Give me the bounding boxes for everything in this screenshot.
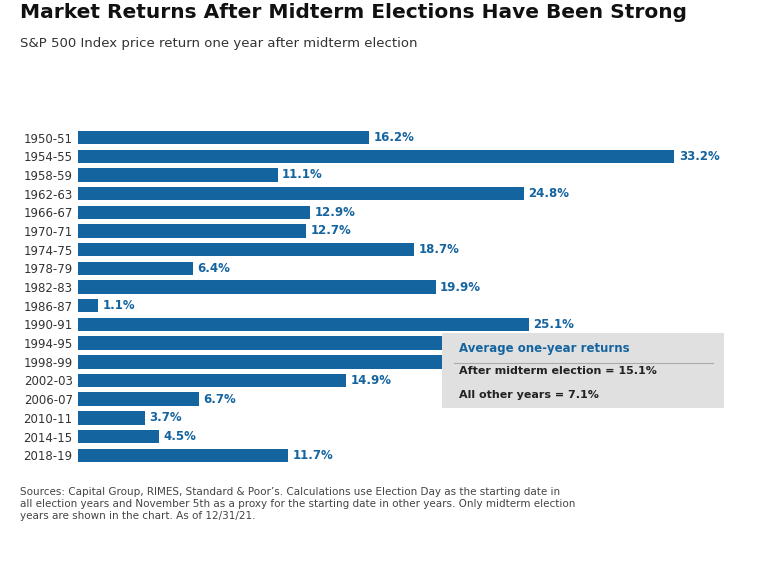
Bar bbox=[78, 131, 370, 144]
Bar bbox=[78, 168, 278, 182]
Text: 12.7%: 12.7% bbox=[311, 225, 352, 238]
Text: 24.8%: 24.8% bbox=[528, 187, 569, 200]
Text: 25.1%: 25.1% bbox=[533, 318, 575, 331]
Text: 4.5%: 4.5% bbox=[164, 430, 197, 443]
Bar bbox=[78, 449, 288, 462]
Bar bbox=[78, 374, 346, 387]
Bar bbox=[78, 187, 524, 200]
Text: 11.1%: 11.1% bbox=[282, 168, 323, 181]
Text: 12.9%: 12.9% bbox=[315, 206, 355, 219]
Text: S&P 500 Index price return one year after midterm election: S&P 500 Index price return one year afte… bbox=[20, 37, 417, 50]
Text: Average one-year returns: Average one-year returns bbox=[460, 343, 630, 355]
Bar bbox=[78, 224, 306, 238]
Text: 6.7%: 6.7% bbox=[203, 393, 236, 406]
Bar bbox=[78, 149, 674, 163]
Text: All other years = 7.1%: All other years = 7.1% bbox=[460, 390, 599, 400]
Bar bbox=[78, 411, 145, 425]
Text: 1.1%: 1.1% bbox=[103, 299, 135, 312]
Text: After midterm election = 15.1%: After midterm election = 15.1% bbox=[460, 366, 657, 376]
Bar bbox=[78, 243, 414, 256]
Text: 14.9%: 14.9% bbox=[350, 374, 392, 387]
Text: 19.9%: 19.9% bbox=[440, 280, 481, 294]
Text: 16.2%: 16.2% bbox=[373, 131, 414, 144]
Bar bbox=[78, 317, 529, 331]
Bar bbox=[78, 262, 193, 275]
Bar bbox=[78, 206, 310, 219]
Bar bbox=[78, 299, 98, 312]
Text: 22.0%: 22.0% bbox=[478, 355, 518, 368]
Bar bbox=[78, 336, 565, 350]
Text: Sources: Capital Group, RIMES, Standard & Poor’s. Calculations use Election Day : Sources: Capital Group, RIMES, Standard … bbox=[20, 487, 575, 520]
Text: 11.7%: 11.7% bbox=[293, 449, 334, 462]
Text: 27.1%: 27.1% bbox=[569, 337, 610, 349]
Text: 33.2%: 33.2% bbox=[679, 150, 720, 163]
Text: 6.4%: 6.4% bbox=[198, 262, 230, 275]
Bar bbox=[78, 355, 474, 369]
Bar bbox=[78, 280, 435, 294]
Bar bbox=[78, 430, 159, 443]
Text: 18.7%: 18.7% bbox=[419, 243, 460, 256]
Text: Market Returns After Midterm Elections Have Been Strong: Market Returns After Midterm Elections H… bbox=[20, 3, 687, 22]
Bar bbox=[78, 393, 199, 406]
Text: 3.7%: 3.7% bbox=[150, 412, 182, 425]
